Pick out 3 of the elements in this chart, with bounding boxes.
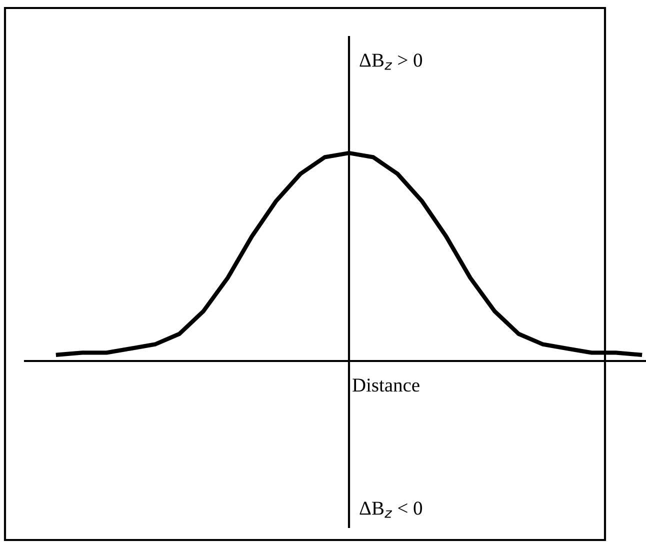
text: ΔB$_{z}$ > 0: [360, 54, 422, 70]
text: ΔB$_{z}$ < 0: [360, 502, 422, 518]
x-axis-title: Distance: [352, 378, 420, 392]
